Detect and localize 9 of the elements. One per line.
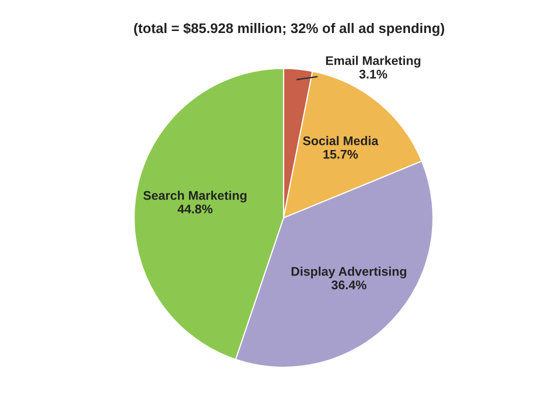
slice-label: Email Marketing (326, 56, 420, 68)
data-label: 36.4% (331, 280, 366, 290)
slice-label: Display Advertising (292, 266, 406, 278)
data-label: 44.8% (178, 204, 212, 214)
chart-title: (total = $85.928 million; 32% of all ad spending) (134, 22, 444, 36)
data-label: 3.1% (359, 70, 388, 79)
slice-label: Search Marketing (143, 190, 246, 202)
slice-label: Social Media (302, 136, 378, 146)
data-label: 15.7% (324, 150, 358, 159)
